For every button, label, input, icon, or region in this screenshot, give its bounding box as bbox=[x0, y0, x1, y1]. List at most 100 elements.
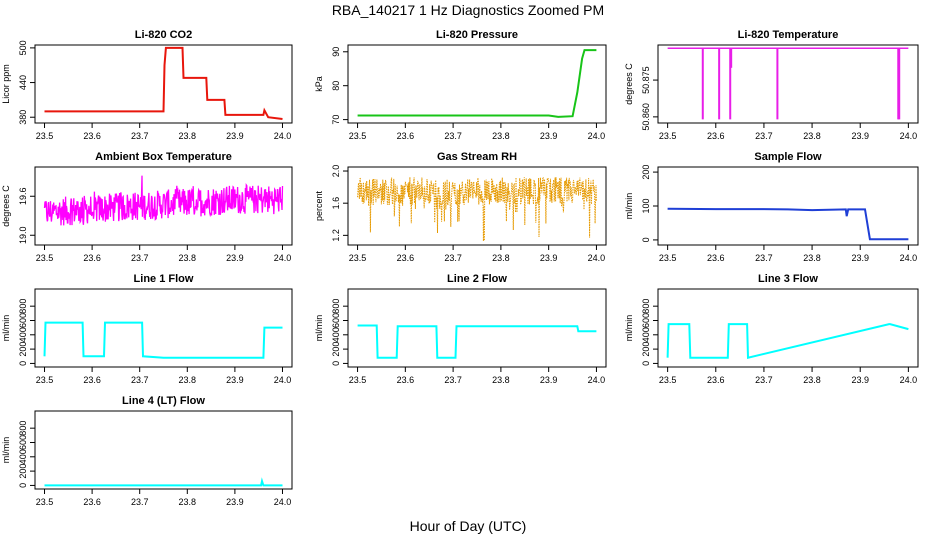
panel-title: Gas Stream RH bbox=[437, 151, 517, 163]
x-tick-label: 23.7 bbox=[755, 131, 773, 141]
x-tick-label: 23.7 bbox=[131, 375, 149, 385]
y-tick-label: 600 bbox=[331, 313, 341, 328]
x-tick-label: 23.6 bbox=[83, 253, 101, 263]
y-tick-label: 600 bbox=[18, 313, 28, 328]
panel-9: Line 3 Flow ml/min 23.5 23.6 23.7 23.8 23.9 24.… bbox=[624, 273, 919, 385]
panel-7: Line 1 Flow ml/min 23.5 23.6 23.7 23.8 23.9 24.… bbox=[1, 273, 293, 385]
x-tick-label: 23.6 bbox=[397, 131, 415, 141]
x-tick-label: 23.9 bbox=[226, 131, 244, 141]
plot-frame bbox=[347, 288, 607, 368]
y-tick-label: 0 bbox=[18, 483, 28, 488]
y-axis-label: ml/min bbox=[624, 315, 634, 342]
series-line bbox=[357, 324, 597, 359]
panel-title: Li-820 CO2 bbox=[135, 29, 192, 41]
panel-title: Li-820 Temperature bbox=[738, 29, 839, 41]
series-line bbox=[357, 176, 597, 242]
series-line bbox=[357, 49, 597, 118]
panel-5: Gas Stream RH percent 23.5 23.6 23.7 23.8 23.9… bbox=[314, 151, 607, 263]
y-tick-label: 380 bbox=[18, 110, 28, 125]
plot-frame bbox=[657, 288, 919, 368]
y-tick-label: 800 bbox=[331, 299, 341, 314]
x-tick-label: 23.8 bbox=[179, 375, 197, 385]
x-tick-label: 23.8 bbox=[492, 375, 510, 385]
x-tick-label: 23.5 bbox=[659, 253, 677, 263]
x-tick-label: 23.8 bbox=[179, 497, 197, 507]
x-tick-label: 23.7 bbox=[131, 497, 149, 507]
y-axis-label: ml/min bbox=[1, 437, 11, 464]
y-tick-label: 100 bbox=[641, 198, 651, 213]
y-tick-label: 80 bbox=[331, 81, 341, 91]
x-tick-label: 23.5 bbox=[659, 375, 677, 385]
x-tick-label: 23.9 bbox=[540, 131, 558, 141]
panel-title: Sample Flow bbox=[754, 151, 822, 163]
series-line bbox=[44, 477, 283, 487]
x-tick-label: 23.9 bbox=[851, 253, 869, 263]
y-tick-label: 400 bbox=[641, 327, 651, 342]
y-tick-label: 440 bbox=[18, 75, 28, 90]
x-tick-label: 23.5 bbox=[36, 253, 54, 263]
x-tick-label: 23.9 bbox=[851, 131, 869, 141]
x-tick-label: 23.5 bbox=[349, 253, 367, 263]
panel-title: Ambient Box Temperature bbox=[95, 151, 232, 163]
x-tick-label: 23.8 bbox=[179, 131, 197, 141]
y-axis-label: Licor ppm bbox=[1, 64, 11, 104]
y-tick-label: 200 bbox=[331, 342, 341, 357]
x-tick-label: 24.0 bbox=[588, 375, 606, 385]
x-tick-label: 24.0 bbox=[588, 131, 606, 141]
x-tick-label: 23.8 bbox=[803, 131, 821, 141]
y-tick-label: 19.6 bbox=[18, 187, 28, 205]
x-tick-label: 24.0 bbox=[900, 131, 918, 141]
panel-title: Line 2 Flow bbox=[447, 273, 507, 285]
plot-frame bbox=[34, 288, 293, 368]
x-tick-label: 24.0 bbox=[900, 375, 918, 385]
y-tick-label: 800 bbox=[641, 299, 651, 314]
y-tick-label: 0 bbox=[331, 361, 341, 366]
x-tick-label: 23.7 bbox=[444, 375, 462, 385]
x-tick-label: 23.6 bbox=[397, 375, 415, 385]
x-tick-label: 23.9 bbox=[540, 253, 558, 263]
y-tick-label: 200 bbox=[18, 464, 28, 479]
x-tick-label: 23.8 bbox=[803, 253, 821, 263]
panel-1: Li-820 CO2 Licor ppm 23.5 23.6 23.7 23.8 23.9 2… bbox=[1, 29, 293, 141]
panel-title: Line 3 Flow bbox=[758, 273, 818, 285]
y-tick-label: 600 bbox=[641, 313, 651, 328]
x-tick-label: 23.6 bbox=[707, 131, 725, 141]
plot-frame bbox=[34, 410, 293, 490]
series-line bbox=[43, 321, 283, 359]
plot-frame bbox=[34, 166, 293, 246]
y-tick-label: 0 bbox=[18, 361, 28, 366]
y-tick-label: 800 bbox=[18, 421, 28, 436]
x-tick-label: 23.7 bbox=[131, 131, 149, 141]
plot-frame bbox=[34, 44, 293, 124]
y-tick-label: 400 bbox=[18, 449, 28, 464]
x-axis-label: Hour of Day (UTC) bbox=[409, 518, 527, 534]
x-tick-label: 23.7 bbox=[755, 375, 773, 385]
x-tick-label: 23.7 bbox=[444, 253, 462, 263]
panel-3: Li-820 Temperature degrees C 23.5 23.6 23.7 2… bbox=[624, 29, 919, 141]
y-tick-label: 50.875 bbox=[641, 66, 651, 94]
y-tick-label: 1.2 bbox=[331, 229, 341, 242]
x-tick-label: 23.8 bbox=[803, 375, 821, 385]
x-tick-label: 24.0 bbox=[274, 497, 292, 507]
y-axis-label: ml/min bbox=[314, 315, 324, 342]
panel-4: Ambient Box Temperature degrees C 23.5 23.6… bbox=[1, 151, 293, 263]
y-tick-label: 800 bbox=[18, 299, 28, 314]
x-tick-label: 23.6 bbox=[397, 253, 415, 263]
panel-10: Line 4 (LT) Flow ml/min 23.5 23.6 23.7 23.8 23… bbox=[1, 395, 293, 507]
x-tick-label: 23.9 bbox=[851, 375, 869, 385]
y-tick-label: 19.0 bbox=[18, 226, 28, 244]
x-tick-label: 23.7 bbox=[444, 131, 462, 141]
y-tick-label: 400 bbox=[331, 327, 341, 342]
y-tick-label: 500 bbox=[18, 40, 28, 55]
y-tick-label: 2.0 bbox=[331, 165, 341, 178]
y-axis-label: ml/min bbox=[1, 315, 11, 342]
y-tick-label: 200 bbox=[18, 342, 28, 357]
y-tick-label: 70 bbox=[331, 115, 341, 125]
panel-8: Line 2 Flow ml/min 23.5 23.6 23.7 23.8 23.9 24.… bbox=[314, 273, 607, 385]
panel-6: Sample Flow ml/min 23.5 23.6 23.7 23.8 23.9 24.… bbox=[624, 151, 919, 263]
x-tick-label: 23.6 bbox=[83, 497, 101, 507]
x-tick-label: 23.7 bbox=[131, 253, 149, 263]
series-line bbox=[43, 175, 284, 226]
x-tick-label: 23.5 bbox=[36, 497, 54, 507]
